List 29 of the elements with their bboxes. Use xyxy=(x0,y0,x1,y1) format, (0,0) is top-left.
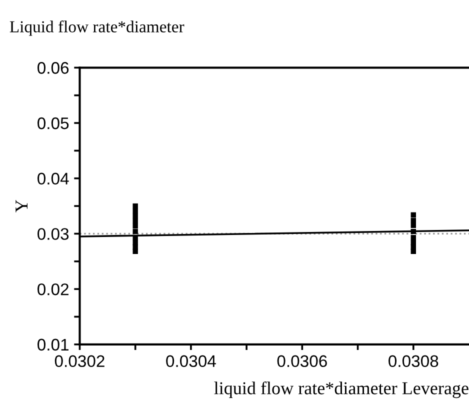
y-tick-label: 0.03 xyxy=(38,228,69,240)
x-tick-label: 0.0308 xyxy=(388,355,438,368)
point xyxy=(410,218,416,224)
point xyxy=(132,240,138,246)
chart-title: Liquid flow rate*diameter xyxy=(10,20,184,36)
point xyxy=(132,234,138,240)
x-tick-label: 0.0302 xyxy=(54,355,104,368)
point xyxy=(132,244,138,250)
point xyxy=(132,203,138,209)
y-tick-label: 0.02 xyxy=(38,283,68,296)
y-tick-label: 0.01 xyxy=(38,338,69,351)
point xyxy=(132,208,138,214)
point xyxy=(410,234,416,240)
x-tick-label: 0.0306 xyxy=(277,355,327,368)
point xyxy=(410,248,416,254)
point xyxy=(410,212,416,218)
point xyxy=(132,248,138,254)
point xyxy=(410,228,416,234)
point xyxy=(132,218,138,224)
y-axis-title: Y xyxy=(16,200,28,212)
point xyxy=(132,228,138,234)
point xyxy=(132,213,138,219)
y-tick-label: 0.06 xyxy=(38,62,69,74)
point xyxy=(410,222,416,228)
point xyxy=(132,223,138,229)
y-tick-label: 0.05 xyxy=(38,117,69,130)
x-tick-label: 0.0304 xyxy=(166,355,216,368)
y-tick-label: 0.04 xyxy=(38,172,69,185)
x-axis-title: liquid flow rate*diameter Leverage xyxy=(214,381,468,398)
